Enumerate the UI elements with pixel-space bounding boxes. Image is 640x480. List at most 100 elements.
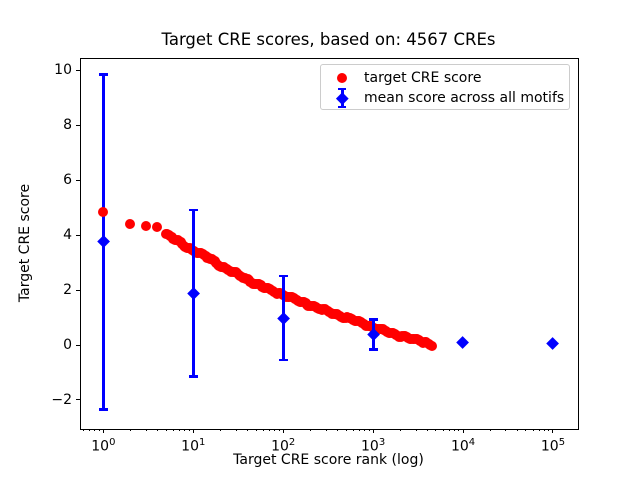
legend-red-dot: [337, 73, 347, 83]
x-minor-tick-mark: [532, 429, 534, 431]
x-tick-label: 103: [361, 437, 386, 455]
x-axis-label: Target CRE score rank (log): [233, 452, 424, 468]
x-tick-mark: [552, 429, 554, 433]
x-tick-mark: [282, 429, 284, 433]
x-minor-tick-mark: [94, 429, 96, 431]
target-score-point: [124, 219, 135, 230]
x-minor-tick-mark: [399, 429, 401, 431]
x-tick-mark: [462, 429, 464, 433]
x-minor-tick-mark: [426, 429, 428, 431]
x-minor-tick-mark: [358, 429, 360, 431]
x-minor-tick-mark: [98, 429, 100, 431]
y-tick-label: −2: [51, 391, 72, 408]
mean-score-diamond: [276, 311, 290, 325]
x-minor-tick-mark: [268, 429, 270, 431]
mean-error-bar-cap-top: [278, 274, 288, 278]
mean-error-bar-cap-top: [98, 73, 108, 76]
x-minor-tick-mark: [82, 429, 84, 431]
y-tick-mark: [76, 124, 80, 126]
x-minor-tick-mark: [235, 429, 237, 431]
mean-score-diamond: [456, 335, 470, 349]
x-minor-tick-mark: [368, 429, 370, 431]
x-minor-tick-mark: [178, 429, 180, 431]
target-score-point: [140, 220, 151, 231]
y-tick-label: 2: [63, 282, 72, 299]
data-points-layer: [80, 58, 578, 429]
mean-error-bar-cap-bottom: [368, 348, 378, 351]
mean-score-diamond: [546, 337, 560, 351]
target-score-point: [97, 207, 108, 218]
x-minor-tick-mark: [548, 429, 550, 431]
x-minor-tick-mark: [129, 429, 131, 431]
x-minor-tick-mark: [325, 429, 327, 431]
y-tick-mark: [76, 234, 80, 236]
legend-blue-diamond: [335, 91, 349, 105]
x-minor-tick-mark: [273, 429, 275, 431]
y-tick-mark: [76, 289, 80, 291]
mean-error-bar-cap-bottom: [188, 375, 198, 378]
x-minor-tick-mark: [184, 429, 186, 431]
mean-score-diamond: [96, 235, 110, 249]
x-minor-tick-mark: [165, 429, 167, 431]
chart-title: Target CRE scores, based on: 4567 CREs: [161, 30, 496, 49]
x-minor-tick-mark: [278, 429, 280, 431]
x-minor-tick-mark: [458, 429, 460, 431]
x-minor-tick-mark: [363, 429, 365, 431]
x-minor-tick-mark: [145, 429, 147, 431]
target-score-point: [426, 341, 437, 352]
y-tick-label: 4: [63, 227, 72, 244]
mean-error-bar-cap-bottom: [278, 358, 288, 362]
x-minor-tick-mark: [255, 429, 257, 431]
target-score-point: [151, 221, 162, 232]
x-minor-tick-mark: [88, 429, 90, 431]
y-tick-mark: [76, 399, 80, 401]
legend-blue-diamond-icon: [331, 88, 353, 108]
legend-error-cap-bottom: [338, 105, 346, 108]
x-minor-tick-mark: [415, 429, 417, 431]
x-tick-mark: [372, 429, 374, 433]
x-tick-label: 101: [181, 437, 206, 455]
plot-area: [80, 58, 579, 430]
legend-red-dot-icon: [331, 68, 353, 88]
x-minor-tick-mark: [525, 429, 527, 431]
x-minor-tick-mark: [448, 429, 450, 431]
x-tick-label: 105: [540, 437, 566, 455]
x-minor-tick-mark: [453, 429, 455, 431]
mean-error-bar-cap-top: [368, 318, 378, 322]
y-tick-mark: [76, 344, 80, 346]
mean-score-diamond: [186, 286, 200, 300]
legend-label-mean-score: mean score across all motifs: [364, 90, 565, 106]
x-minor-tick-mark: [246, 429, 248, 431]
legend-error-cap-top: [338, 88, 346, 91]
x-minor-tick-mark: [219, 429, 221, 431]
y-tick-label: 6: [63, 172, 72, 189]
x-minor-tick-mark: [489, 429, 491, 431]
x-minor-tick-mark: [442, 429, 444, 431]
x-minor-tick-mark: [188, 429, 190, 431]
x-minor-tick-mark: [505, 429, 507, 431]
x-minor-tick-mark: [336, 429, 338, 431]
x-minor-tick-mark: [435, 429, 437, 431]
legend-box: target CRE score mean score across all m…: [320, 64, 570, 110]
legend-label-target-score: target CRE score: [364, 70, 482, 86]
x-minor-tick-mark: [516, 429, 518, 431]
mean-error-bar-cap-top: [188, 208, 198, 212]
x-minor-tick-mark: [543, 429, 545, 431]
mean-error-bar-cap-bottom: [98, 408, 108, 411]
x-tick-label: 104: [450, 437, 476, 455]
y-tick-mark: [76, 69, 80, 71]
x-minor-tick-mark: [538, 429, 540, 431]
x-minor-tick-mark: [172, 429, 174, 431]
y-tick-label: 10: [54, 62, 72, 79]
legend-item-mean-score: mean score across all motifs: [321, 88, 569, 108]
y-tick-mark: [76, 179, 80, 181]
x-tick-label: 102: [271, 437, 296, 455]
x-tick-label: 100: [91, 437, 116, 455]
x-tick-mark: [192, 429, 194, 433]
x-tick-mark: [102, 429, 104, 433]
legend-item-target-score: target CRE score: [321, 68, 569, 88]
y-tick-label: 0: [63, 337, 72, 354]
x-minor-tick-mark: [345, 429, 347, 431]
x-minor-tick-mark: [156, 429, 158, 431]
